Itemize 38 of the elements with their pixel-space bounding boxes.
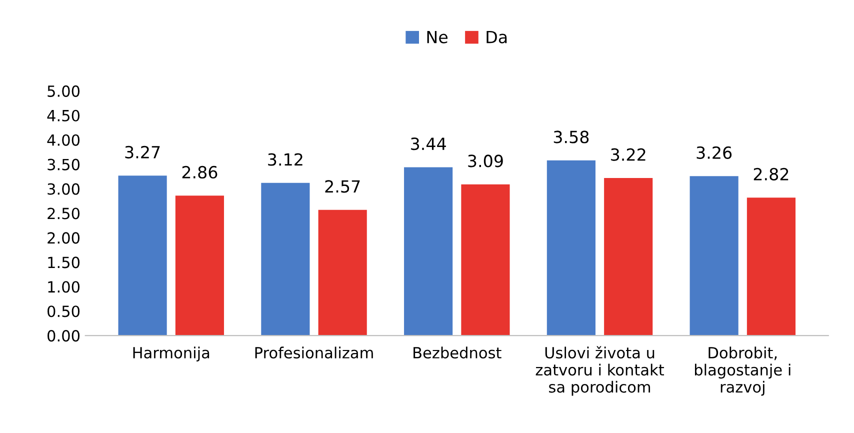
x-tick-label: Uslovi života u zatvoru i kontakt sa porodicom <box>536 346 664 396</box>
data-label: 3.44 <box>411 138 446 150</box>
bar <box>546 160 596 336</box>
bar <box>461 184 510 336</box>
data-label: 3.58 <box>554 130 589 144</box>
data-label: 3.22 <box>611 148 646 161</box>
y-tick-label: 0.00 <box>48 330 80 342</box>
x-tick-label: Harmonija <box>133 346 210 362</box>
legend-label: Da <box>486 30 507 44</box>
bar <box>118 176 167 336</box>
bar <box>746 198 796 336</box>
bar <box>261 182 310 336</box>
y-tick-label: 0.50 <box>48 306 80 318</box>
y-tick-label: 1.50 <box>48 256 80 268</box>
y-tick-label: 3.00 <box>48 183 80 195</box>
bar <box>318 210 367 336</box>
x-tick-label: Dobrobit, blagostanje i razvoj <box>694 346 790 396</box>
y-tick-label: 2.00 <box>48 232 80 244</box>
bar <box>404 167 453 336</box>
y-tick-label: 5.00 <box>48 85 80 97</box>
y-tick-label: 3.50 <box>48 158 80 170</box>
bar <box>604 178 653 336</box>
bar <box>175 196 224 336</box>
y-tick-label: 4.50 <box>47 110 80 122</box>
x-tick-label: Profesionalizam <box>255 346 373 359</box>
y-tick-label: 2.50 <box>48 208 80 220</box>
data-label: 3.26 <box>696 146 732 159</box>
y-tick-label: 4.00 <box>47 134 80 146</box>
data-label: 2.57 <box>325 180 360 193</box>
data-label: 2.86 <box>182 166 218 179</box>
legend-label: Ne <box>427 30 448 44</box>
data-label: 3.09 <box>468 154 503 168</box>
x-tick-label: Bezbednost <box>414 346 502 359</box>
y-tick-label: 1.00 <box>48 281 80 293</box>
bar <box>690 176 738 336</box>
data-label: 3.12 <box>268 153 302 166</box>
data-label: 2.82 <box>754 168 788 180</box>
data-label: 3.27 <box>125 146 160 158</box>
